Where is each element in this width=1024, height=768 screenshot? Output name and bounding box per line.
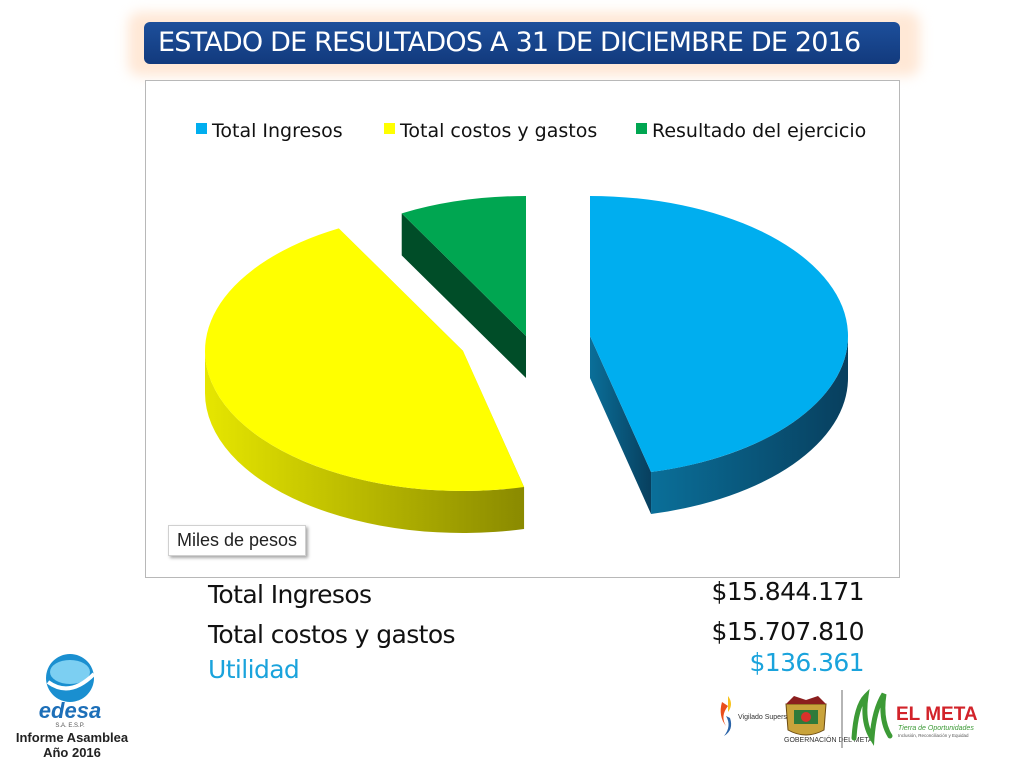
legend-swatch bbox=[384, 123, 395, 134]
logo-caption-2: Año 2016 bbox=[43, 745, 101, 760]
pie-outer-wall bbox=[651, 336, 848, 515]
el-meta-slogan-sub: Inclusión, Reconciliación y Equidad bbox=[898, 733, 969, 738]
legend-item-0: Total Ingresos bbox=[196, 120, 343, 142]
page-title: ESTADO DE RESULTADOS A 31 DE DICIEMBRE D… bbox=[144, 22, 900, 64]
partner-logos: Vigilado Superservicios GOBERNACIÓN DEL … bbox=[714, 686, 984, 752]
legend-swatch bbox=[636, 123, 647, 134]
el-meta-slogan: Tierra de Oportunidades bbox=[898, 725, 974, 732]
edesa-wordmark: edesa bbox=[39, 698, 101, 723]
unit-note: Miles de pesos bbox=[168, 525, 307, 556]
legend-label: Total Ingresos bbox=[211, 120, 343, 142]
summary-label-ingresos: Total Ingresos bbox=[208, 580, 372, 609]
pie-slice-total-ingresos bbox=[590, 196, 848, 473]
chart-legend: Total Ingresos Total costos y gastos Resul… bbox=[196, 120, 866, 142]
gobernacion-text: GOBERNACIÓN DEL META bbox=[784, 735, 873, 744]
pie-radial-face bbox=[401, 213, 526, 378]
legend-label: Total costos y gastos bbox=[399, 120, 597, 142]
edesa-logo: edesa S.A. E.S.P. Informe Asamblea Año 2… bbox=[10, 652, 134, 764]
vigilado-text: Vigilado Superservicios bbox=[738, 714, 811, 721]
edesa-globe-icon: edesa S.A. E.S.P. bbox=[39, 654, 101, 729]
edesa-sub: S.A. E.S.P. bbox=[55, 723, 85, 729]
pie-side-2 bbox=[401, 213, 526, 378]
pie-chart: Total Ingresos Total costos y gastos Resul… bbox=[196, 120, 866, 533]
summary-value-utilidad: $136.361 bbox=[749, 648, 865, 677]
gobernacion-crest: GOBERNACIÓN DEL META bbox=[784, 696, 873, 744]
legend-item-1: Total costos y gastos bbox=[384, 120, 597, 142]
legend-swatch bbox=[196, 123, 207, 134]
el-meta-wordmark: EL META bbox=[896, 704, 978, 725]
partner-logos-graphic: Vigilado Superservicios GOBERNACIÓN DEL … bbox=[720, 688, 978, 748]
pie-slice-resultado-del-ejercicio bbox=[401, 196, 526, 336]
legend-label: Resultado del ejercicio bbox=[652, 120, 866, 142]
pie-outer-wall bbox=[205, 351, 525, 533]
pie-slice-total-costos-y-gastos bbox=[204, 228, 525, 491]
chart-frame: Total Ingresos Total costos y gastos Resul… bbox=[145, 80, 900, 578]
pie-slices bbox=[204, 196, 848, 533]
legend-item-2: Resultado del ejercicio bbox=[636, 120, 866, 142]
logo-caption-1: Informe Asamblea bbox=[15, 730, 129, 745]
pie-side-0 bbox=[590, 336, 848, 515]
vigilado-logo: Vigilado Superservicios bbox=[720, 696, 811, 736]
summary-value-ingresos: $15.844.171 bbox=[711, 577, 865, 606]
summary-value-costos: $15.707.810 bbox=[711, 617, 865, 646]
pie-radial-face bbox=[590, 336, 652, 515]
summary-label-costos: Total costos y gastos bbox=[208, 620, 456, 649]
summary-label-utilidad: Utilidad bbox=[208, 655, 300, 684]
el-meta-logo: EL META Tierra de Oportunidades Inclusió… bbox=[851, 688, 978, 746]
